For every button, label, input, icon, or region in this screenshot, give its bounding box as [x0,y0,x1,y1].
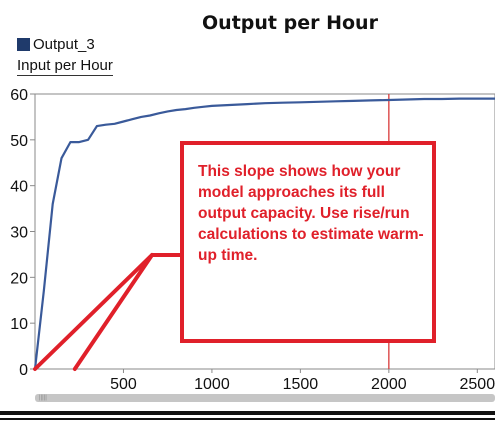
y-tick-label: 10 [10,316,28,333]
callout-text: This slope shows how your model approach… [198,163,424,264]
x-tick-label: 1000 [194,376,230,393]
chart-title: Output per Hour [202,12,378,34]
legend-swatch [17,38,30,51]
axis-ticks: 0 10 20 30 40 50 60 500 1000 1500 2000 2500 [10,87,495,393]
y-tick-label: 20 [10,270,28,287]
callout-pointer-1 [72,253,154,371]
bottom-divider [0,411,495,415]
chart-legend: Output_3 [17,36,95,53]
y-tick-label: 40 [10,179,28,196]
horizontal-scrollbar[interactable]: ||||| [35,394,495,402]
y-tick-label: 50 [10,133,28,150]
x-tick-label: 2500 [460,376,495,393]
y-tick-label: 0 [19,362,28,379]
y-tick-label: 60 [10,87,28,104]
callout-box: This slope shows how your model approach… [180,141,436,343]
scrollbar-grip[interactable]: ||||| [39,395,47,401]
y-tick-label: 30 [10,225,28,242]
legend-label: Output_3 [33,36,95,53]
callout-pointer-0 [33,253,154,371]
x-tick-label: 500 [110,376,137,393]
series-lines [33,97,495,370]
bottom-divider-thin [0,418,495,420]
series-line-Output_3 [33,97,495,370]
callout-pointers [33,253,182,371]
x-tick-label: 1500 [283,376,319,393]
x-tick-label: 2000 [371,376,407,393]
input-per-hour-label[interactable]: Input per Hour [17,57,113,76]
